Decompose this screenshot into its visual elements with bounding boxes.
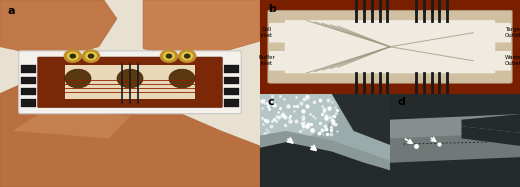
Polygon shape	[390, 157, 520, 187]
Polygon shape	[462, 126, 520, 146]
Circle shape	[68, 52, 78, 60]
Circle shape	[70, 54, 75, 58]
Polygon shape	[260, 138, 390, 187]
Ellipse shape	[169, 69, 195, 88]
Circle shape	[164, 52, 174, 60]
Polygon shape	[13, 108, 130, 138]
Text: Cell
Inlet: Cell Inlet	[261, 27, 272, 38]
FancyBboxPatch shape	[268, 10, 512, 83]
Polygon shape	[260, 131, 390, 170]
Text: Target
Outlet: Target Outlet	[505, 27, 520, 38]
Text: a: a	[8, 6, 15, 16]
FancyBboxPatch shape	[19, 51, 241, 114]
Polygon shape	[260, 94, 345, 142]
Ellipse shape	[65, 69, 91, 88]
Circle shape	[86, 52, 96, 60]
Ellipse shape	[117, 69, 143, 88]
Bar	[21, 99, 36, 107]
Bar	[21, 77, 36, 84]
Polygon shape	[260, 136, 364, 163]
Bar	[224, 77, 239, 84]
Bar	[21, 65, 36, 73]
FancyBboxPatch shape	[483, 51, 511, 71]
Bar	[224, 65, 239, 73]
Bar	[224, 88, 239, 95]
Polygon shape	[143, 0, 260, 56]
Text: d: d	[398, 97, 406, 107]
FancyBboxPatch shape	[269, 23, 297, 43]
Polygon shape	[390, 94, 520, 120]
Circle shape	[182, 52, 192, 60]
Circle shape	[179, 50, 196, 62]
Polygon shape	[390, 133, 520, 163]
FancyBboxPatch shape	[483, 23, 511, 43]
FancyBboxPatch shape	[285, 20, 496, 73]
Text: c: c	[268, 97, 275, 107]
FancyBboxPatch shape	[269, 51, 297, 71]
Text: Waste
Outlet: Waste Outlet	[505, 55, 520, 66]
Bar	[224, 99, 239, 107]
Polygon shape	[0, 0, 117, 56]
Polygon shape	[332, 94, 390, 145]
Text: b: b	[268, 4, 276, 14]
Circle shape	[160, 50, 178, 62]
Bar	[21, 88, 36, 95]
FancyBboxPatch shape	[37, 57, 223, 108]
Bar	[65, 65, 195, 99]
Circle shape	[64, 50, 82, 62]
Text: Buffer
Inlet: Buffer Inlet	[258, 55, 275, 66]
Polygon shape	[0, 84, 260, 187]
Circle shape	[82, 50, 100, 62]
Circle shape	[185, 54, 190, 58]
Circle shape	[166, 54, 172, 58]
Polygon shape	[462, 114, 520, 133]
Circle shape	[88, 54, 94, 58]
